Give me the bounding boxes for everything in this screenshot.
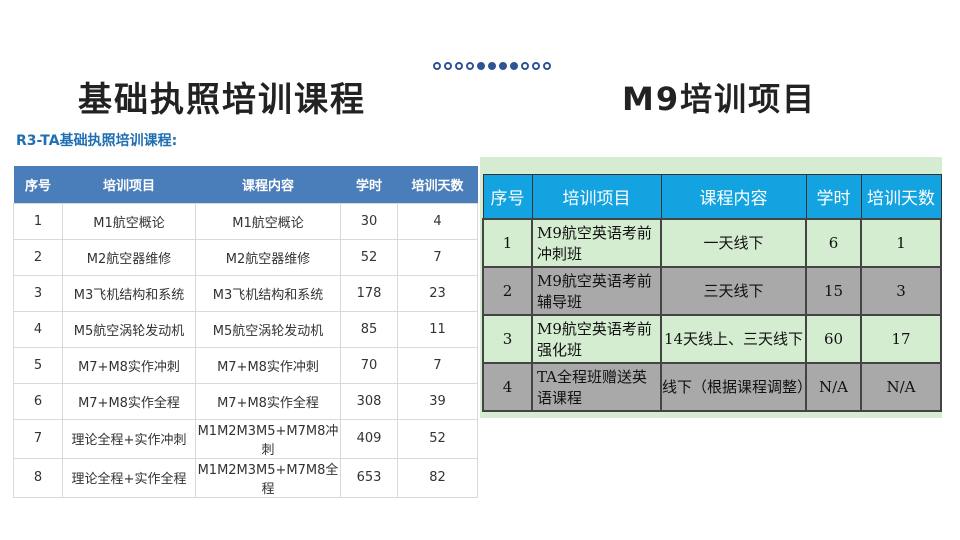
table-cell: 一天线下 <box>660 217 807 268</box>
table-cell: 39 <box>397 382 478 420</box>
table-row: 3 M9航空英语考前强化班 14天线上、三天线下 60 17 <box>482 313 942 364</box>
table-cell: M9航空英语考前强化班 <box>531 313 662 364</box>
column-header: 序号 <box>13 166 63 203</box>
table-cell: 4 <box>397 202 478 240</box>
table-cell: 理论全程+实作冲刺 <box>62 418 196 459</box>
table-cell: 17 <box>860 313 942 364</box>
table-cell: 15 <box>805 265 862 316</box>
table-cell: 60 <box>805 313 862 364</box>
table-cell: N/A <box>805 361 862 412</box>
table-cell: 线下（根据课程调整） <box>660 361 812 412</box>
table-cell: M3飞机结构和系统 <box>195 274 341 312</box>
table-cell: 14天线上、三天线下 <box>660 313 807 364</box>
column-header: 课程内容 <box>660 174 807 219</box>
table-cell: TA全程班赠送英语课程 <box>531 361 662 412</box>
table-cell: 4 <box>482 361 533 412</box>
table-cell: 30 <box>340 202 398 240</box>
table-cell: 3 <box>860 265 942 316</box>
table-cell: M5航空涡轮发动机 <box>62 310 196 348</box>
table-cell: 理论全程+实作全程 <box>62 457 196 498</box>
table-cell: 6 <box>805 217 862 268</box>
table-cell: 23 <box>397 274 478 312</box>
table-cell: N/A <box>860 361 942 412</box>
table-cell: 1 <box>13 202 63 240</box>
table-cell: M5航空涡轮发动机 <box>195 310 341 348</box>
left-subtitle: R3-TA基础执照培训课程: <box>16 133 178 149</box>
table-cell: 7 <box>397 238 478 276</box>
table-cell: 三天线下 <box>660 265 807 316</box>
table-cell: 308 <box>340 382 398 420</box>
table-cell: 52 <box>340 238 398 276</box>
table-cell: 8 <box>13 457 63 498</box>
table-cell: M1M2M3M5+M7M8全程 <box>195 457 341 498</box>
table-cell: 1 <box>482 217 533 268</box>
table-cell: M7+M8实作冲刺 <box>195 346 341 384</box>
column-header: 学时 <box>340 166 398 203</box>
table-cell: M7+M8实作全程 <box>195 382 341 420</box>
table-cell: 82 <box>397 457 478 498</box>
table-cell: 6 <box>13 382 63 420</box>
table-cell: 3 <box>482 313 533 364</box>
table-cell: M7+M8实作全程 <box>62 382 196 420</box>
table-row: 1 M9航空英语考前冲刺班 一天线下 6 1 <box>482 217 942 268</box>
table-cell: M2航空器维修 <box>62 238 196 276</box>
table-cell: M3飞机结构和系统 <box>62 274 196 312</box>
table-cell: 7 <box>13 418 63 459</box>
table-cell: 4 <box>13 310 63 348</box>
table-row: 7 理论全程+实作冲刺 M1M2M3M5+M7M8冲刺 409 52 <box>13 418 478 459</box>
m9-training-table: 序号 培训项目 课程内容 学时 培训天数 1 M9航空英语考前冲刺班 一天线下 6 1 2 M9航空英… <box>482 174 942 412</box>
column-header: 序号 <box>482 174 533 219</box>
table-row: 8 理论全程+实作全程 M1M2M3M5+M7M8全程 653 82 <box>13 457 478 498</box>
left-title: 基础执照培训课程 <box>78 80 366 120</box>
table-cell: M2航空器维修 <box>195 238 341 276</box>
table-row: 1 M1航空概论 M1航空概论 30 4 <box>13 202 478 240</box>
table-row: 4 M5航空涡轮发动机 M5航空涡轮发动机 85 11 <box>13 310 478 348</box>
table-cell: M1M2M3M5+M7M8冲刺 <box>195 418 341 459</box>
table-cell: M1航空概论 <box>62 202 196 240</box>
table-cell: 2 <box>482 265 533 316</box>
table-row: 2 M2航空器维修 M2航空器维修 52 7 <box>13 238 478 276</box>
table-cell: 178 <box>340 274 398 312</box>
table-cell: 2 <box>13 238 63 276</box>
table-row: 4 TA全程班赠送英语课程 线下（根据课程调整） N/A N/A <box>482 361 942 412</box>
table-cell: 653 <box>340 457 398 498</box>
right-title: M9培训项目 <box>622 80 817 118</box>
table-cell: 11 <box>397 310 478 348</box>
table-cell: 409 <box>340 418 398 459</box>
column-header: 培训天数 <box>397 166 478 203</box>
table-cell: 1 <box>860 217 942 268</box>
table-row: 2 M9航空英语考前辅导班 三天线下 15 3 <box>482 265 942 316</box>
table-cell: 3 <box>13 274 63 312</box>
table-cell: M9航空英语考前辅导班 <box>531 265 662 316</box>
table-cell: 52 <box>397 418 478 459</box>
table-cell: 85 <box>340 310 398 348</box>
column-header: 培训项目 <box>531 174 662 219</box>
table-cell: M9航空英语考前冲刺班 <box>531 217 662 268</box>
table-row: 3 M3飞机结构和系统 M3飞机结构和系统 178 23 <box>13 274 478 312</box>
column-header: 培训项目 <box>62 166 196 203</box>
column-header: 学时 <box>805 174 862 219</box>
column-header: 培训天数 <box>860 174 942 219</box>
table-row: 6 M7+M8实作全程 M7+M8实作全程 308 39 <box>13 382 478 420</box>
table-cell: 7 <box>397 346 478 384</box>
basic-license-table: 序号 培训项目 课程内容 学时 培训天数 1 M1航空概论 M1航空概论 30 4 2 M2航空器维修… <box>13 166 478 498</box>
table-cell: M7+M8实作冲刺 <box>62 346 196 384</box>
table-row: 5 M7+M8实作冲刺 M7+M8实作冲刺 70 7 <box>13 346 478 384</box>
table-cell: 5 <box>13 346 63 384</box>
table-cell: 70 <box>340 346 398 384</box>
decorative-dots <box>433 62 551 70</box>
column-header: 课程内容 <box>195 166 341 203</box>
table-cell: M1航空概论 <box>195 202 341 240</box>
